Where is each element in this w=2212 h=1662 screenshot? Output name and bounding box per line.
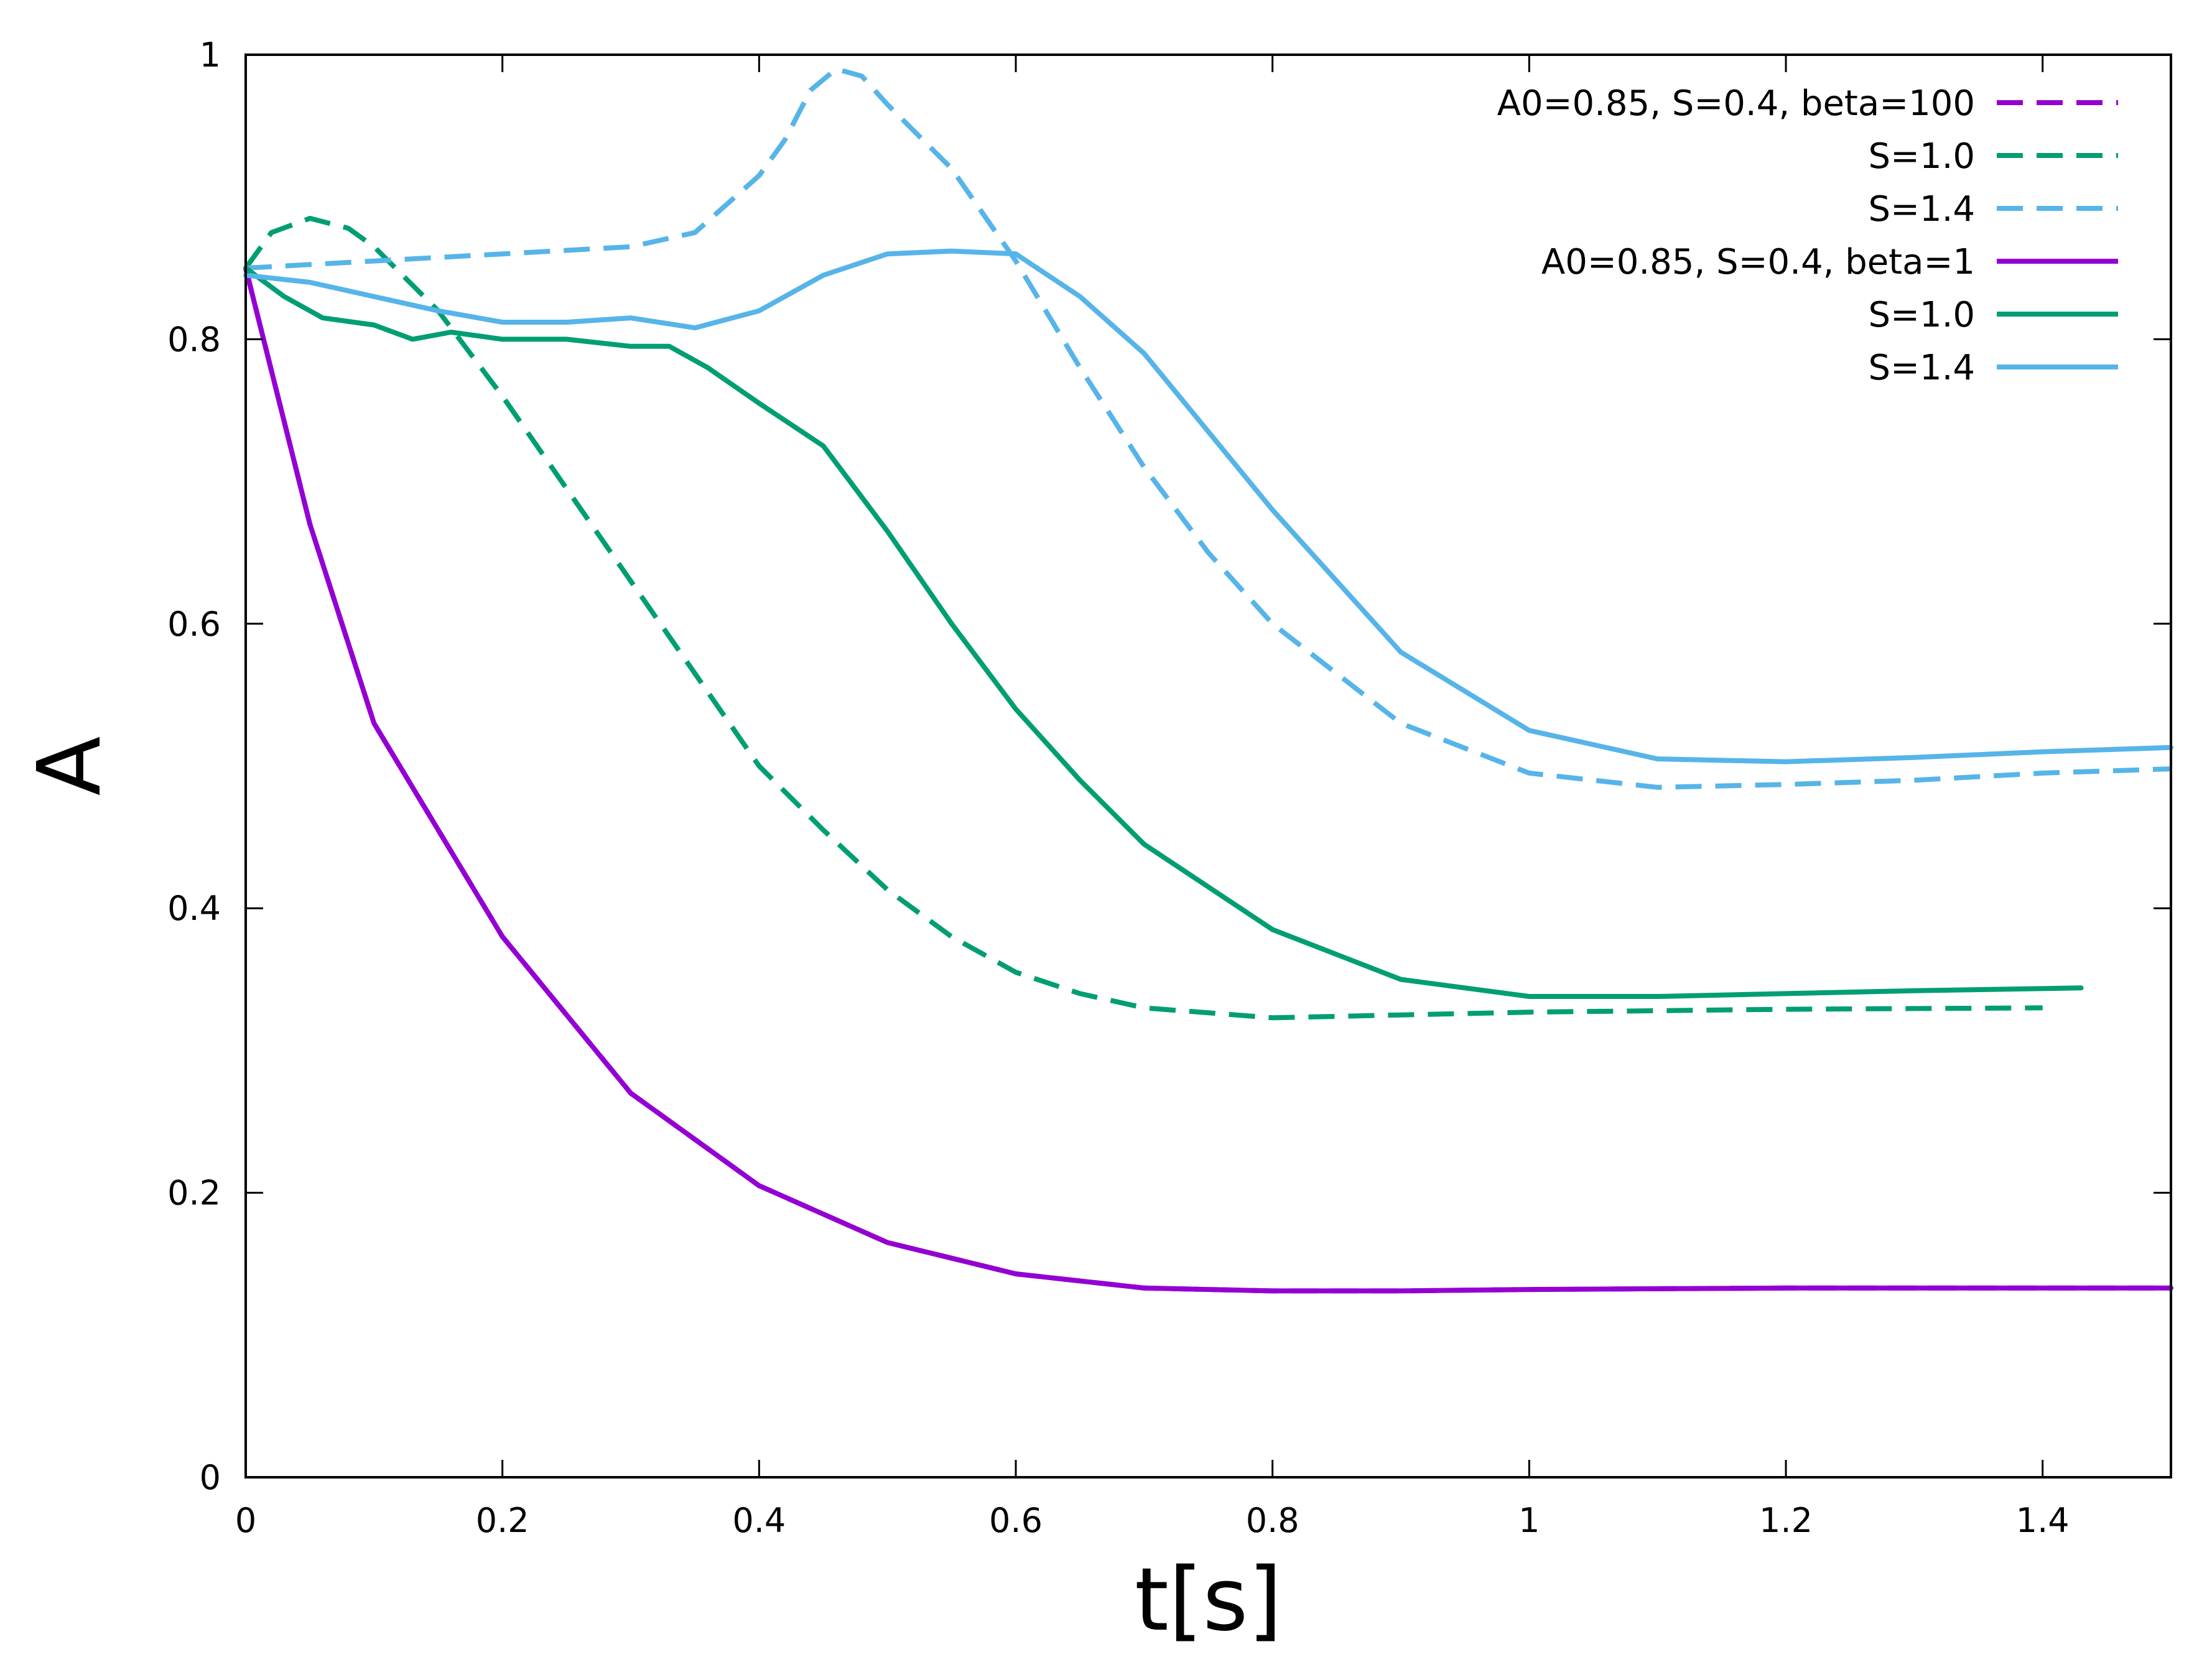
plot-marks [243,66,2173,1294]
y-tick-label: 0.4 [167,889,221,928]
x-tick-label: 0.4 [732,1501,786,1540]
y-tick-label: 0.8 [167,320,221,359]
x-tick-label: 0 [235,1501,256,1540]
x-tick-label: 1 [1518,1501,1540,1540]
y-tick-label: 0.2 [167,1174,221,1213]
y-axis-title: A [19,736,121,796]
series-line-4-a0-0-85-s-0-4-beta-1-solid [243,266,2173,1294]
series-line-5-s-1-0-solid [243,266,2084,999]
legend-label: A0=0.85, S=0.4, beta=1 [1541,242,1975,282]
legend-label: S=1.4 [1868,189,1975,230]
legend-label: S=1.0 [1868,295,1975,335]
plot-frame [244,53,2172,1479]
series-line-6-s-1-4-solid [243,248,2173,764]
y-tick-label: 0 [200,1458,221,1497]
legend-label: S=1.4 [1868,348,1975,388]
x-tick-label: 0.2 [476,1501,529,1540]
x-tick-label: 1.4 [2016,1501,2070,1540]
legend-label: A0=0.85, S=0.4, beta=100 [1497,83,1975,124]
legend-label: S=1.0 [1868,136,1975,177]
y-tick-label: 0.6 [167,605,221,644]
x-tick-label: 1.2 [1759,1501,1813,1540]
x-tick-label: 0.8 [1246,1501,1299,1540]
y-tick-label: 1 [200,35,221,75]
axis-ticks: 0 0.2 0.4 0.6 0.8 1 1.2 1.4 0 0.2 0.4 0.6 0.8 1 [167,35,2171,1540]
legend: A0=0.85, S=0.4, beta=100 S=1.0 S=1.4 A0=0.8… [1497,83,2118,388]
x-axis-title: t[s] [1135,1549,1282,1651]
series-line-2-s-1-0-dashed [243,216,2043,1021]
series-line-3-s-1-4-dashed [245,66,2172,790]
x-tick-label: 0.6 [989,1501,1043,1540]
